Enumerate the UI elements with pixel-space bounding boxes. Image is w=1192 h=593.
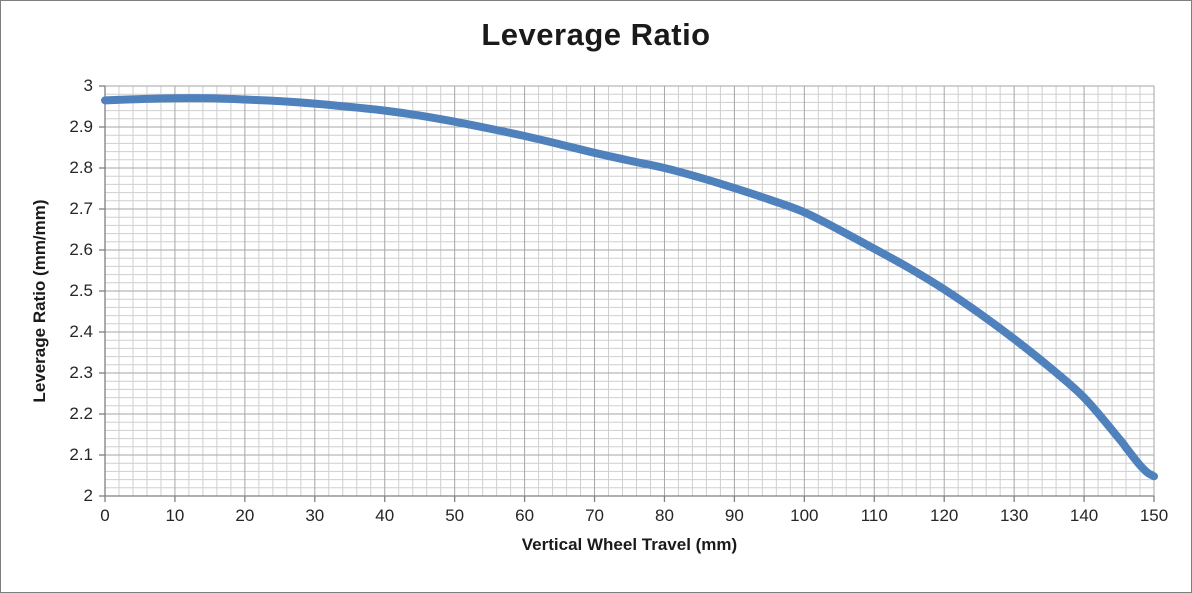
x-tick-label: 0 xyxy=(100,506,110,525)
y-tick-label: 2.8 xyxy=(69,158,93,177)
y-tick-label: 2.5 xyxy=(69,281,93,300)
x-tick-label: 120 xyxy=(930,506,959,525)
x-tick-label: 40 xyxy=(375,506,395,525)
x-tick-label: 80 xyxy=(654,506,674,525)
y-tick-label: 2.3 xyxy=(69,363,93,382)
x-axis-title: Vertical Wheel Travel (mm) xyxy=(521,535,738,554)
y-tick-label: 2.6 xyxy=(69,240,93,259)
x-tick-label: 90 xyxy=(724,506,744,525)
chart-title: Leverage Ratio xyxy=(481,17,711,52)
y-tick-label: 3 xyxy=(83,76,93,95)
x-tick-label: 30 xyxy=(305,506,325,525)
x-tick-label: 100 xyxy=(790,506,819,525)
x-tick-label: 150 xyxy=(1139,506,1169,525)
y-tick-label: 2.1 xyxy=(69,445,93,464)
x-tick-label: 20 xyxy=(235,506,255,525)
x-tick-label: 110 xyxy=(860,506,888,525)
y-tick-label: 2.4 xyxy=(69,322,93,341)
x-tick-label: 70 xyxy=(585,506,604,525)
x-tick-label: 10 xyxy=(165,506,185,525)
y-tick-label: 2 xyxy=(83,486,93,505)
x-tick-label: 60 xyxy=(515,506,535,525)
x-tick-label: 130 xyxy=(999,506,1029,525)
y-tick-label: 2.2 xyxy=(69,404,93,423)
x-tick-label: 140 xyxy=(1069,506,1099,525)
y-tick-label: 2.9 xyxy=(69,117,93,136)
leverage-ratio-series-line xyxy=(101,94,1158,481)
y-axis-title: Leverage Ratio (mm/mm) xyxy=(30,199,49,403)
x-tick-label: 50 xyxy=(445,506,465,525)
y-tick-label: 2.7 xyxy=(69,199,93,218)
